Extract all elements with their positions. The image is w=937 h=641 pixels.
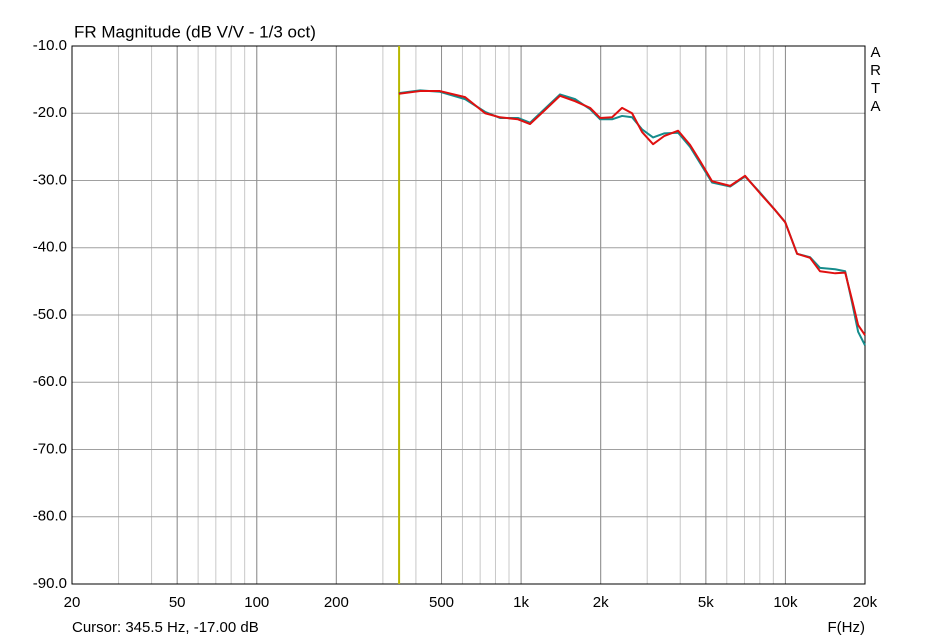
- x-tick-label: 2k: [593, 594, 609, 611]
- chart-title: FR Magnitude (dB V/V - 1/3 oct): [74, 22, 316, 41]
- y-tick-label: -20.0: [33, 104, 67, 121]
- x-tick-label: 200: [324, 594, 349, 611]
- x-tick-label: 1k: [513, 594, 529, 611]
- plot-frame: [71, 45, 866, 585]
- x-tick-label: 20k: [853, 594, 878, 611]
- watermark: ARTA: [867, 44, 884, 116]
- x-axis-label: F(Hz): [828, 619, 866, 636]
- cursor-readout: Cursor: 345.5 Hz, -17.00 dB: [72, 619, 259, 636]
- x-tick-label: 500: [429, 594, 454, 611]
- x-tick-label: 100: [244, 594, 269, 611]
- y-tick-label: -70.0: [33, 440, 67, 457]
- y-tick-label: -30.0: [33, 171, 67, 188]
- x-tick-label: 20: [64, 594, 81, 611]
- x-tick-label: 10k: [773, 594, 798, 611]
- x-tick-label: 50: [169, 594, 186, 611]
- y-tick-label: -50.0: [33, 306, 67, 323]
- y-tick-label: -10.0: [33, 37, 67, 54]
- y-tick-label: -80.0: [33, 508, 67, 525]
- series-line: [398, 90, 866, 336]
- y-tick-label: -90.0: [33, 575, 67, 592]
- x-tick-label: 5k: [698, 594, 714, 611]
- y-tick-label: -40.0: [33, 239, 67, 256]
- y-tick-label: -60.0: [33, 373, 67, 390]
